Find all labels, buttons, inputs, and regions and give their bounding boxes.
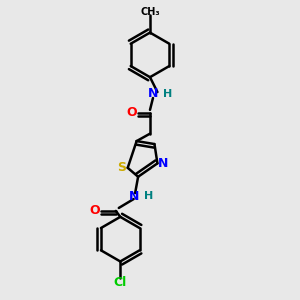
Text: H: H bbox=[163, 88, 172, 98]
Text: CH₃: CH₃ bbox=[140, 7, 160, 17]
Text: S: S bbox=[117, 161, 126, 174]
Text: O: O bbox=[127, 106, 137, 119]
Text: N: N bbox=[158, 157, 169, 170]
Text: Cl: Cl bbox=[114, 276, 127, 289]
Text: O: O bbox=[90, 204, 100, 218]
Text: N: N bbox=[128, 190, 139, 202]
Text: H: H bbox=[144, 191, 153, 201]
Text: N: N bbox=[148, 87, 158, 100]
